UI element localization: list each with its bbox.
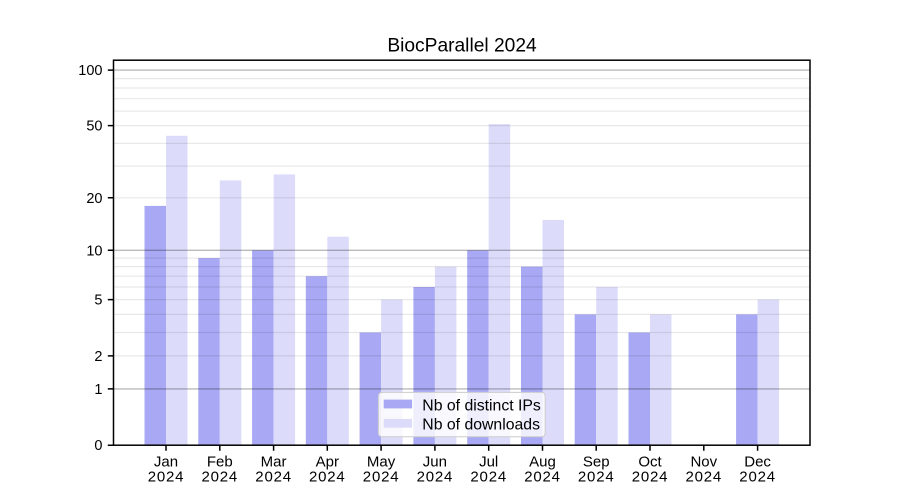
svg-text:2024: 2024 [148, 469, 185, 486]
svg-text:2024: 2024 [632, 469, 669, 486]
svg-text:Mar: Mar [261, 454, 287, 471]
svg-text:2024: 2024 [739, 469, 776, 486]
svg-text:0: 0 [94, 438, 102, 454]
svg-text:Jul: Jul [479, 454, 498, 471]
svg-text:2024: 2024 [309, 469, 346, 486]
svg-text:Aug: Aug [529, 454, 556, 471]
svg-text:5: 5 [94, 293, 102, 309]
svg-text:2024: 2024 [686, 469, 723, 486]
svg-text:Oct: Oct [638, 454, 662, 471]
svg-text:Jun: Jun [423, 454, 447, 471]
svg-text:20: 20 [86, 191, 102, 207]
svg-text:Sep: Sep [583, 454, 610, 471]
svg-text:Dec: Dec [744, 454, 771, 471]
svg-text:Apr: Apr [316, 454, 339, 471]
svg-text:2024: 2024 [363, 469, 400, 486]
svg-text:2024: 2024 [202, 469, 239, 486]
svg-text:Nb of downloads: Nb of downloads [422, 417, 540, 434]
svg-text:2024: 2024 [255, 469, 292, 486]
svg-text:BiocParallel 2024: BiocParallel 2024 [387, 36, 537, 57]
svg-text:50: 50 [86, 119, 102, 135]
svg-text:Nb of distinct IPs: Nb of distinct IPs [422, 397, 541, 414]
svg-text:2024: 2024 [417, 469, 454, 486]
svg-text:1: 1 [94, 382, 102, 398]
svg-text:Nov: Nov [690, 454, 717, 471]
svg-text:May: May [367, 454, 396, 471]
svg-text:100: 100 [78, 63, 102, 79]
svg-text:2024: 2024 [524, 469, 561, 486]
svg-text:2024: 2024 [578, 469, 615, 486]
svg-text:Jan: Jan [154, 454, 178, 471]
svg-text:Feb: Feb [207, 454, 233, 471]
svg-text:10: 10 [86, 243, 102, 259]
svg-text:2024: 2024 [470, 469, 507, 486]
svg-text:2: 2 [94, 349, 102, 365]
